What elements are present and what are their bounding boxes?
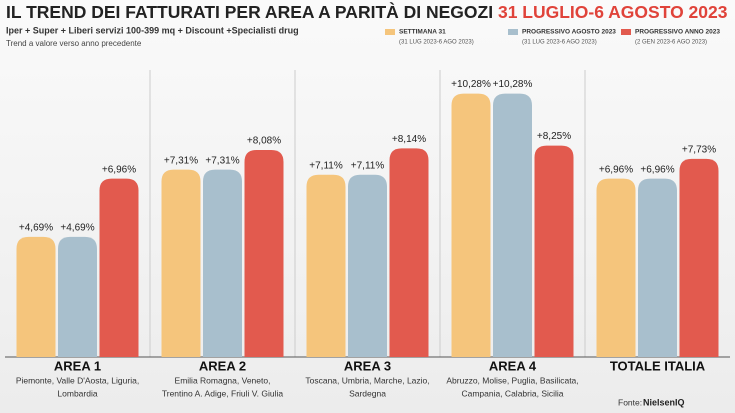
category-detail: Campania, Calabria, Sicilia (461, 388, 563, 398)
data-label: +4,69% (19, 222, 53, 233)
bar (638, 178, 677, 357)
x-tick-label: AREA 4 (489, 358, 537, 373)
bar (244, 149, 284, 357)
source: NielsenIQ (643, 397, 685, 407)
legend-label: PROGRESSIVO AGOSTO 2023 (522, 29, 616, 36)
bar (203, 169, 242, 357)
data-label: +7,73% (682, 145, 716, 156)
data-label: +10,28% (451, 79, 491, 90)
legend-period: (31 LUG 2023-6 AGO 2023) (399, 40, 474, 46)
legend-swatch (385, 29, 395, 35)
legend-swatch (621, 29, 631, 35)
bar (348, 174, 387, 357)
data-label: +8,08% (247, 136, 281, 147)
chart-title: IL TREND DEI FATTURATI PER AREA A PARITÀ… (6, 1, 728, 22)
legend-label: PROGRESSIVO ANNO 2023 (635, 29, 720, 36)
data-label: +10,28% (493, 79, 533, 90)
legend-period: (31 LUG 2023-6 AGO 2023) (522, 40, 597, 46)
note: Trend a valore verso anno precedente (6, 39, 142, 48)
data-label: +7,31% (164, 155, 198, 166)
subtitle: Iper + Super + Liberi servizi 100-399 mq… (6, 25, 299, 35)
data-label: +8,14% (392, 134, 426, 145)
x-tick-label: AREA 1 (54, 358, 101, 373)
category-detail: Abruzzo, Molise, Puglia, Basilicata, (446, 375, 578, 385)
bar (58, 236, 97, 357)
x-tick-label: TOTALE ITALIA (610, 358, 706, 373)
data-label: +8,25% (537, 131, 571, 142)
data-label: +6,96% (640, 164, 674, 175)
bar (16, 236, 56, 357)
legend-period: (2 GEN 2023-6 AGO 2023) (635, 40, 707, 46)
data-label: +7,11% (351, 160, 385, 171)
bar (99, 178, 139, 357)
category-detail: Sardegna (349, 388, 386, 398)
data-label: +4,69% (60, 222, 94, 233)
category-detail: Trentino A. Adige, Friuli V. Giulia (162, 388, 284, 398)
data-label: +7,11% (309, 160, 343, 171)
data-label: +6,96% (102, 164, 136, 175)
bar (493, 93, 532, 357)
data-label: +6,96% (599, 164, 633, 175)
bar (679, 158, 719, 357)
bar (161, 169, 201, 357)
legend-label: SETTIMANA 31 (399, 29, 446, 36)
bar (534, 145, 574, 357)
bar (389, 148, 429, 357)
source-label: Fonte: (618, 397, 642, 407)
category-detail: Toscana, Umbria, Marche, Lazio, (305, 375, 429, 385)
x-tick-label: AREA 3 (344, 358, 391, 373)
bar (451, 93, 491, 357)
category-detail: Emilia Romagna, Veneto, (175, 375, 271, 385)
x-tick-label: AREA 2 (199, 358, 246, 373)
data-label: +7,31% (205, 155, 239, 166)
category-detail: Piemonte, Valle D'Aosta, Liguria, (16, 375, 139, 385)
legend-swatch (508, 29, 518, 35)
bar (306, 174, 346, 357)
category-detail: Lombardia (57, 388, 97, 398)
bar (596, 178, 636, 357)
